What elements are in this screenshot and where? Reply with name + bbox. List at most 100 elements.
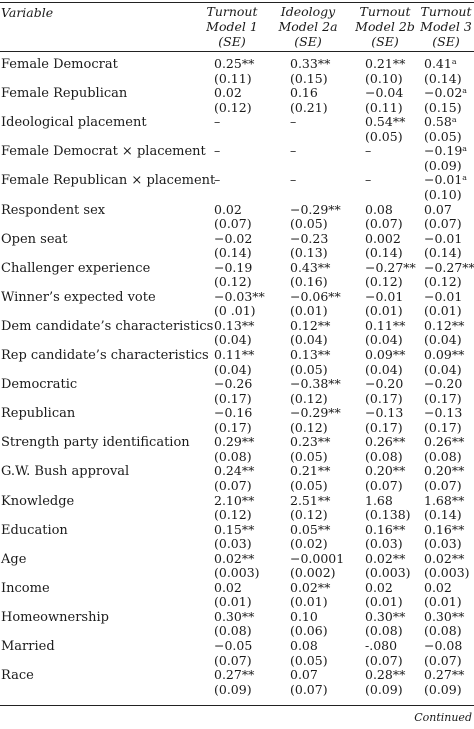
coefficient: −0.06** [290, 288, 341, 304]
coefficient: 1.68 [365, 492, 393, 508]
coefficient: −0.01ᵃ [424, 172, 468, 188]
standard-error: (0.16) [290, 274, 328, 290]
standard-error: (0.04) [214, 361, 252, 377]
row-label: G.W. Bush approval [1, 464, 130, 480]
standard-error: (0.04) [214, 332, 252, 348]
row-label: Age [1, 551, 27, 567]
coefficient: 0.30** [424, 608, 465, 624]
table-cell: – [290, 144, 370, 159]
table-row: Winner’s expected vote −0.03** (0 .01) −0.0… [0, 288, 474, 319]
table-cell: −0.27** (0.12) [424, 260, 474, 290]
coefficient: 0.13** [214, 317, 255, 333]
standard-error: (0.07) [424, 652, 462, 668]
table-row: Republican −0.16 (0.17) −0.29** (0.12) −0.13(… [0, 406, 474, 435]
standard-error: (0.04) [424, 332, 462, 348]
coefficient: 0.30** [214, 608, 255, 624]
standard-error: (0.003) [424, 565, 470, 581]
standard-error: (0.07) [214, 477, 252, 493]
standard-error: (0.06) [290, 623, 328, 639]
standard-error: (0.12) [424, 274, 462, 290]
standard-error: (0 .01) [214, 303, 256, 319]
coefficient: 0.12** [424, 317, 465, 333]
standard-error: (0.09) [214, 681, 252, 697]
table-cell: 0.12** (0.04) [290, 318, 370, 348]
coefficient: 0.25** [214, 56, 255, 71]
coefficient: 0.002 [365, 230, 401, 246]
continued-note: Continued [414, 711, 472, 724]
table-cell: −0.16 (0.17) [214, 406, 294, 435]
coefficient: 0.20** [424, 463, 465, 479]
coefficient: 0.08 [365, 201, 393, 217]
table-cell: −0.13 (0.17) [365, 406, 445, 435]
table-cell: 0.23** (0.05) [290, 435, 370, 464]
table-cell: −0.38** (0.12) [290, 377, 370, 406]
row-label: Strength party identification [1, 435, 190, 451]
row-label: Challenger experience [1, 260, 151, 276]
standard-error: (0.01) [214, 594, 252, 610]
coefficient: 0.11** [214, 347, 255, 362]
standard-error: (0.12) [290, 390, 328, 406]
standard-error: (0.07) [214, 216, 252, 231]
row-label: Rep candidate’s characteristics [1, 348, 209, 363]
standard-error: (0.08) [214, 623, 252, 639]
standard-error: (0.14) [214, 245, 252, 261]
table-cell: 0.13** (0.04) [214, 317, 294, 348]
table-row: Democratic −0.26 (0.17) −0.38** (0.12) −0.20(… [0, 377, 474, 406]
table-cell: 2.51** (0.12) [290, 492, 370, 523]
row-label: Income [1, 580, 50, 596]
standard-error: (0.17) [424, 419, 462, 435]
coefficient: 0.07 [424, 201, 452, 217]
coefficient: −0.19ᵃ [424, 143, 468, 159]
standard-error: (0.11) [365, 99, 403, 115]
coefficient: −0.16 [214, 405, 253, 421]
table-cell: −0.02ᵃ (0.15) [424, 86, 474, 115]
standard-error: (0.002) [290, 565, 336, 581]
standard-error: (0.09) [424, 157, 462, 173]
table-cell: 0.15** (0.03) [214, 521, 294, 552]
table-row: Rep candidate’s characteristics 0.11** (0.… [0, 347, 474, 377]
coefficient: 0.02** [424, 550, 465, 566]
coefficient: 0.16** [365, 521, 406, 537]
table-cell: −0.01 (0.01) [365, 289, 445, 319]
table-cell: 0.54** (0.05) [365, 115, 445, 144]
header-rule [0, 51, 474, 52]
table-cell: −0.29** (0.12) [290, 406, 370, 435]
standard-error: (0.04) [365, 332, 403, 348]
coefficient: 0.02 [214, 201, 242, 217]
coefficient: −0.29** [290, 201, 341, 217]
table-cell: 0.09** (0.04) [424, 347, 474, 377]
standard-error: (0.12) [290, 507, 328, 522]
table-cell: 0.12** (0.04) [424, 317, 474, 348]
standard-error: (0.11) [214, 70, 252, 86]
standard-error: (0.07) [365, 652, 403, 668]
coefficient: 0.30** [365, 608, 406, 624]
table-cell: 0.13** (0.05) [290, 347, 370, 377]
coefficient: 0.15** [214, 521, 255, 537]
coefficient: – [214, 143, 221, 159]
table-cell: −0.03** (0 .01) [214, 289, 294, 319]
table-cell: 0.33** (0.15) [290, 56, 370, 86]
table-row: Age 0.02** (0.003) −0.0001 (0.002) 0.02** (0.0… [0, 550, 474, 581]
table-row: Challenger experience −0.19 (0.12) 0.43** (0… [0, 260, 474, 290]
table-row: Knowledge 2.10** (0.12) 2.51** (0.12) 1.68 (0.… [0, 492, 474, 523]
coefficient: 0.54** [365, 114, 406, 130]
table-cell: 0.02 (0.07) [214, 201, 294, 232]
standard-error: (0.09) [365, 681, 403, 697]
row-label: Female Democrat [1, 57, 118, 72]
standard-error: (0.09) [424, 681, 462, 697]
table-cell: −0.01 (0.01) [424, 289, 474, 319]
standard-error: (0.12) [214, 274, 252, 290]
table-cell: 0.11** (0.04) [365, 318, 445, 348]
coefficient: 0.27** [214, 667, 255, 683]
coefficient: 0.02 [424, 579, 452, 595]
table-cell: −0.01 (0.14) [424, 230, 474, 261]
table-cell: 0.02** (0.003) [424, 550, 474, 581]
standard-error: (0.04) [365, 361, 403, 377]
standard-error: (0.01) [424, 594, 462, 610]
standard-error: (0.14) [365, 245, 403, 261]
table-cell: −0.19 (0.12) [214, 260, 294, 290]
coefficient: −0.01 [424, 230, 463, 246]
coefficient: 2.51** [290, 492, 331, 508]
table-cell: −0.19ᵃ (0.09) [424, 144, 474, 173]
